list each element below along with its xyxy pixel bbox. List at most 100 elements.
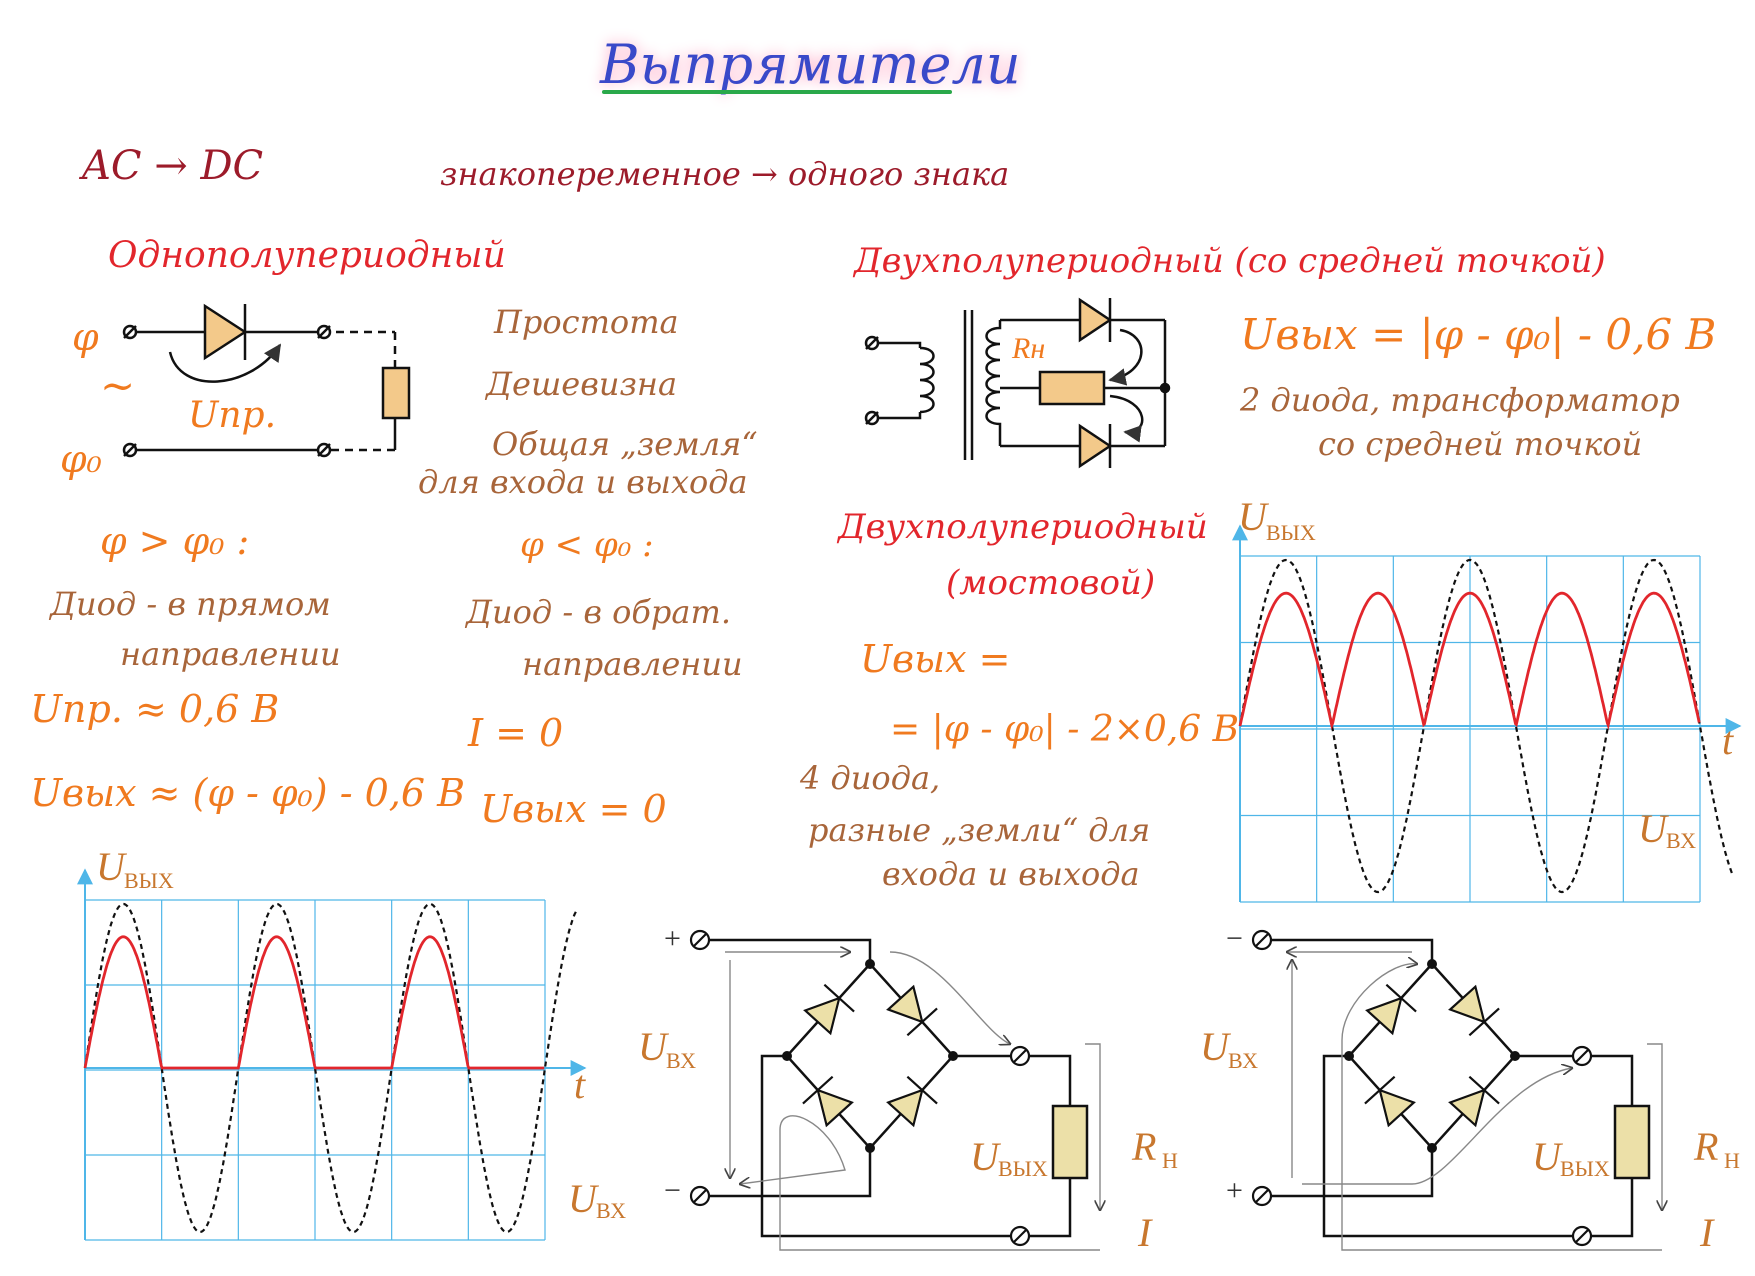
- diode: [1364, 1075, 1416, 1128]
- half-graph-x-label: t: [574, 1062, 586, 1107]
- bridge-right-r-sub: Н: [1724, 1148, 1740, 1173]
- bridge-left-i: I: [1137, 1210, 1153, 1255]
- bridge-formula-1: Uвых =: [860, 637, 1011, 681]
- node-dot: [865, 959, 875, 969]
- half-graph-in-label: U: [568, 1176, 600, 1221]
- mid-point-circuit: [864, 297, 1171, 469]
- phi-label: φ: [72, 315, 99, 359]
- diode: [803, 983, 855, 1036]
- node-dot: [1427, 959, 1437, 969]
- wire: [1271, 938, 1434, 964]
- bridge-left-r: R: [1131, 1124, 1156, 1169]
- phi0-label: φ₀: [60, 437, 102, 481]
- full-graph-in-sub: ВХ: [1666, 828, 1696, 853]
- bridge-circuit-left: [689, 929, 1100, 1251]
- node-dot: [1510, 1051, 1520, 1061]
- pro-cheapness: Дешевизна: [486, 365, 678, 403]
- case-pos-line1: Диод - в прямом: [50, 585, 331, 623]
- bridge-formula-2: = |φ - φ₀| - 2×0,6 В: [890, 709, 1240, 750]
- half-wave-heading: Однополупериодный: [108, 235, 506, 276]
- wire: [1591, 1054, 1634, 1106]
- u-out-formula: Uвых ≈ (φ - φ₀) - 0,6 В: [30, 771, 466, 815]
- half-graph-y-label: U: [96, 844, 128, 889]
- diode: [802, 1075, 854, 1128]
- current-path: [1085, 1043, 1100, 1210]
- mid-point-heading: Двухполупериодный (со средней точкой): [854, 241, 1606, 281]
- bridge-left-uout: U: [970, 1134, 1002, 1179]
- bridge-left-uin-sub: ВХ: [666, 1048, 696, 1073]
- load-resistor: [1613, 1104, 1651, 1180]
- mid-point-note-2: со средней точкой: [1318, 425, 1643, 463]
- i-zero: I = 0: [468, 711, 564, 755]
- bridge-right-uin-sub: ВХ: [1228, 1048, 1258, 1073]
- bridge-note-1: 4 диода,: [800, 759, 941, 797]
- wire: [709, 938, 872, 964]
- wire: [1271, 1148, 1434, 1198]
- diode: [1365, 983, 1417, 1036]
- mid-point-note-1: 2 диода, трансформатор: [1240, 381, 1680, 419]
- input-wave: [83, 902, 578, 1234]
- load-resistor: [1051, 1104, 1089, 1180]
- case-neg-condition: φ < φ₀ :: [520, 525, 654, 565]
- full-wave-graph: [1232, 524, 1742, 903]
- bridge-note-3: входа и выхода: [882, 855, 1140, 893]
- pro-common-ground-2: для входа и выхода: [418, 463, 748, 501]
- bridge-right-uout-sub: ВЫХ: [1560, 1156, 1610, 1181]
- case-pos-line2: направлении: [120, 635, 341, 673]
- case-neg-line1: Диод - в обрат.: [466, 593, 731, 631]
- full-graph-y-sub: ВЫХ: [1266, 520, 1316, 545]
- bridge-right-i: I: [1699, 1210, 1715, 1255]
- u-pr-value: Uпр. ≈ 0,6 В: [30, 687, 280, 731]
- half-graph-y-sub: ВЫХ: [124, 868, 174, 893]
- current-path: [1647, 1043, 1662, 1210]
- bridge-right-uout: U: [1532, 1134, 1564, 1179]
- diode: [886, 1075, 938, 1128]
- bridge-circuit-right: [1251, 929, 1662, 1251]
- wire: [709, 1148, 872, 1198]
- u-out-zero: Uвых = 0: [480, 787, 667, 831]
- output-wave: [83, 935, 545, 1070]
- diode: [1448, 1075, 1500, 1128]
- u-pr-label: Uпр.: [188, 395, 277, 436]
- node-dot: [1427, 1143, 1437, 1153]
- bridge-left-minus: −: [664, 1174, 681, 1207]
- tilde-label: ~: [100, 361, 136, 410]
- half-wave-circuit: [122, 303, 411, 458]
- bridge-heading-1: Двухполупериодный: [838, 507, 1208, 547]
- full-graph-in-label: U: [1638, 806, 1670, 851]
- current-path: [1302, 1068, 1572, 1185]
- bridge-heading-2: (мостовой): [946, 563, 1156, 603]
- diode: [886, 984, 938, 1037]
- bridge-left-uout-sub: ВЫХ: [998, 1156, 1048, 1181]
- bridge-left-uin: U: [638, 1024, 670, 1069]
- current-path: [1341, 964, 1662, 1251]
- bridge-note-2: разные „земли“ для: [808, 811, 1151, 849]
- wire: [1029, 1054, 1072, 1106]
- node-dot: [948, 1051, 958, 1061]
- pro-common-ground: Общая „земля“: [492, 425, 758, 463]
- bridge-left-r-sub: Н: [1162, 1148, 1178, 1173]
- bridge-right-minus: −: [1226, 922, 1243, 955]
- title-underline: [602, 90, 952, 94]
- wire: [1322, 1054, 1573, 1238]
- case-pos-condition: φ > φ₀ :: [100, 519, 250, 563]
- pro-simplicity: Простота: [494, 303, 679, 341]
- sign-change-label: знакопеременное → одного знака: [440, 155, 1010, 193]
- wire: [760, 1054, 1011, 1238]
- full-graph-x-label: t: [1722, 718, 1734, 763]
- node-dot: [782, 1051, 792, 1061]
- mid-point-formula: Uвых = |φ - φ₀| - 0,6 В: [1240, 310, 1717, 359]
- case-neg-line2: направлении: [522, 645, 743, 683]
- bridge-right-uin: U: [1200, 1024, 1232, 1069]
- node-dot: [1344, 1051, 1354, 1061]
- node-dot: [865, 1143, 875, 1153]
- current-path: [889, 951, 1010, 1044]
- page-title: Выпрямители: [600, 33, 1021, 96]
- wire: [1029, 1178, 1072, 1238]
- bridge-right-plus: +: [1226, 1174, 1243, 1207]
- half-wave-graph: [77, 868, 587, 1241]
- full-graph-y-label: U: [1238, 494, 1270, 539]
- diode: [1448, 984, 1500, 1037]
- bridge-left-plus: +: [664, 922, 681, 955]
